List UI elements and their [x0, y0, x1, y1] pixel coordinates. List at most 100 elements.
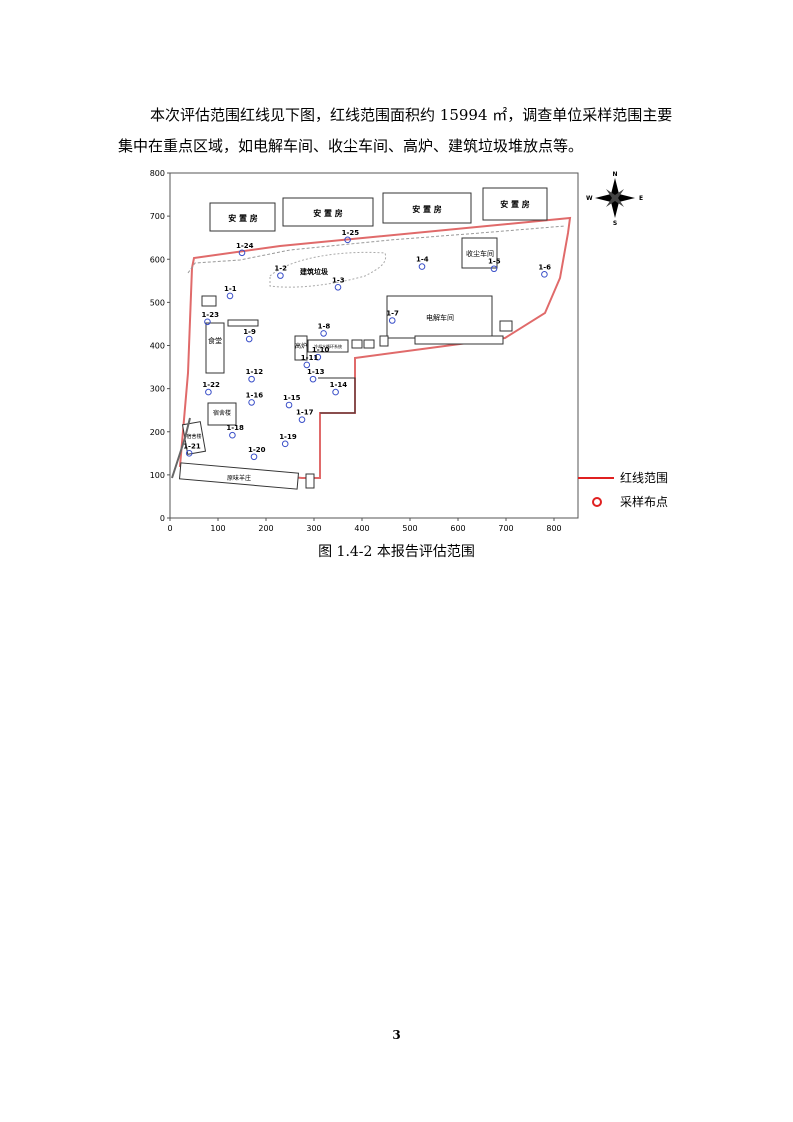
sample-point-label: 1-8 — [318, 322, 331, 330]
sample-point-label: 1-15 — [283, 394, 301, 402]
sample-point-marker — [250, 453, 258, 461]
cooling-system-label: 冷却水循环系统 — [314, 343, 342, 349]
sample-point-label: 1-10 — [312, 346, 330, 354]
red-boundary-line — [178, 216, 572, 479]
sample-point-marker — [320, 330, 327, 337]
intro-paragraph: 本次评估范围红线见下图，红线范围面积约 15994 ㎡，调查单位采样范围主要集中… — [118, 106, 673, 155]
sample-point-marker — [281, 440, 289, 448]
y-tick-label: 800 — [150, 169, 165, 178]
sample-point-label: 1-6 — [538, 263, 551, 271]
y-tick-label: 400 — [150, 342, 165, 351]
sample-point-marker — [238, 249, 246, 257]
yangzhuang-label: 原味羊庄 — [227, 474, 251, 482]
x-axis-ticks: 0 100 200 300 400 500 600 700 800 — [167, 518, 562, 533]
resettlement-house-4 — [482, 187, 548, 221]
sample-point-marker — [303, 361, 311, 369]
sample-point-label: 1-4 — [416, 256, 429, 264]
y-tick-label: 500 — [150, 298, 165, 307]
y-tick-label: 100 — [150, 471, 165, 480]
page-number: 3 — [392, 1028, 401, 1042]
site-outline — [187, 225, 566, 274]
sample-point-label: 1-11 — [301, 354, 319, 362]
dust-workshop-label: 收尘车间 — [466, 249, 494, 258]
sample-point-label: 1-16 — [246, 391, 264, 399]
small-building — [499, 320, 513, 332]
y-tick-label: 200 — [150, 428, 165, 437]
small-building — [363, 339, 375, 349]
sample-point-marker — [245, 335, 253, 343]
sample-point-marker — [388, 317, 396, 324]
blast-furnace-label: 高炉 — [295, 342, 307, 350]
sample-point-marker — [418, 263, 426, 270]
blast-furnace — [294, 335, 308, 361]
compass-s: S — [613, 220, 617, 227]
sample-point-marker — [298, 416, 306, 423]
dormitory-label: 宿舍楼 — [213, 409, 231, 417]
sample-point-label: 1-14 — [330, 381, 348, 389]
resettlement-house-3-label: 安 置 房 — [412, 204, 442, 214]
figure-caption: 图 1.4-2 本报告评估范围 — [318, 544, 475, 560]
compass-e: E — [639, 195, 643, 202]
legend: 红线范围 采样布点 — [578, 470, 668, 509]
site-map: 0 100 200 300 400 500 600 700 800 0 100 200 300 400 5… — [150, 169, 668, 533]
small-building — [379, 335, 389, 347]
sample-point-marker — [344, 236, 351, 244]
legend-sample-point-label: 采样布点 — [620, 494, 668, 509]
construction-waste-area — [269, 251, 387, 288]
small-building — [351, 339, 363, 349]
y-tick-label: 600 — [150, 255, 165, 264]
y-tick-label: 300 — [150, 385, 165, 394]
sample-point-label: 1-23 — [201, 311, 219, 319]
x-tick-label: 700 — [498, 524, 513, 533]
x-tick-label: 600 — [450, 524, 465, 533]
sample-point-label: 1-2 — [274, 265, 287, 273]
canteen-label: 食堂 — [208, 336, 222, 345]
sample-point-marker — [204, 318, 211, 326]
sample-point-marker — [277, 272, 284, 279]
site-map-figure: 0 100 200 300 400 500 600 700 800 0 100 200 300 400 5… — [140, 168, 720, 543]
small-building — [227, 319, 259, 327]
sample-point-label: 1-3 — [332, 276, 345, 284]
x-tick-label: 500 — [402, 524, 417, 533]
y-tick-label: 0 — [160, 514, 165, 523]
resettlement-house-2 — [282, 197, 374, 227]
x-tick-label: 200 — [258, 524, 273, 533]
road-edge — [171, 417, 191, 479]
x-tick-label: 300 — [306, 524, 321, 533]
legend-red-line-label: 红线范围 — [620, 470, 668, 485]
yangzhuang-building — [178, 462, 300, 490]
sample-point-marker — [185, 450, 193, 457]
sample-point-marker — [314, 353, 322, 361]
small-building — [305, 473, 315, 489]
sample-point-marker — [205, 388, 212, 396]
x-tick-label: 0 — [167, 524, 172, 533]
small-building — [201, 295, 217, 307]
legend-sample-point-icon — [592, 497, 602, 507]
sample-point-marker — [248, 399, 255, 406]
construction-waste-label: 建筑垃圾 — [300, 267, 329, 276]
sample-point-label: 1-21 — [183, 442, 201, 450]
sample-point-label: 1-25 — [342, 229, 360, 237]
compass-w: W — [586, 195, 593, 202]
x-tick-label: 800 — [546, 524, 561, 533]
sample-point-marker — [248, 375, 255, 383]
sample-point-marker — [285, 401, 293, 409]
y-axis-ticks: 0 100 200 300 400 500 600 700 800 — [150, 169, 170, 523]
resettlement-house-4-label: 安 置 房 — [500, 199, 530, 209]
sample-point-label: 1-12 — [246, 368, 264, 376]
sample-point-marker — [332, 388, 339, 396]
resettlement-house-3 — [382, 192, 472, 224]
sample-point-label: 1-24 — [236, 242, 254, 250]
sample-point-marker — [229, 431, 236, 439]
sample-point-label: 1-13 — [307, 368, 325, 376]
sample-point-label: 1-18 — [226, 424, 244, 432]
sample-point-label: 1-22 — [202, 381, 220, 389]
sample-point-label: 1-17 — [296, 409, 314, 417]
sample-point-marker — [226, 292, 234, 300]
electrolysis-workshop-label: 电解车间 — [426, 313, 454, 322]
canteen — [205, 322, 225, 374]
sample-point-marker — [309, 375, 317, 383]
dormitory-2-label: 宿舍楼 — [186, 433, 201, 440]
y-tick-label: 700 — [150, 212, 165, 221]
sample-point-label: 1-5 — [488, 258, 501, 266]
